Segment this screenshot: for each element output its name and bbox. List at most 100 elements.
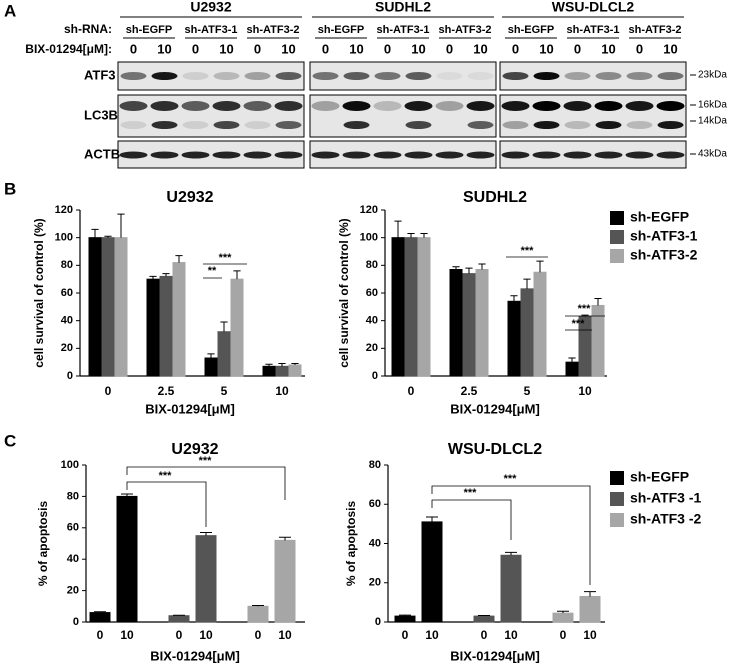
band bbox=[182, 72, 209, 80]
y-tick-label: 100 bbox=[61, 459, 79, 471]
legend-label: sh-EGFP bbox=[630, 469, 689, 485]
bar bbox=[195, 535, 217, 623]
error-bar bbox=[149, 275, 157, 280]
x-tick-label: 0 bbox=[176, 628, 183, 642]
band bbox=[212, 101, 241, 111]
bar bbox=[217, 331, 231, 377]
band bbox=[151, 121, 178, 129]
error-bar bbox=[220, 321, 228, 332]
shrna-name: sh-ATF3-1 bbox=[377, 24, 430, 36]
error-bar bbox=[399, 614, 411, 617]
bar bbox=[404, 237, 418, 377]
significance-label: *** bbox=[159, 470, 173, 482]
band bbox=[625, 151, 654, 159]
x-axis-label: BIX-01294[μM] bbox=[150, 648, 240, 663]
cell-line: WSU-DLCL2 bbox=[552, 0, 635, 15]
band bbox=[374, 72, 401, 80]
blot-frame bbox=[309, 140, 497, 169]
band bbox=[311, 101, 340, 111]
bar bbox=[421, 521, 443, 623]
legend-label: sh-ATF3 -1 bbox=[630, 490, 702, 506]
x-tick-label: 0 bbox=[481, 628, 488, 642]
band bbox=[435, 151, 464, 159]
marker-label: 23kDa bbox=[698, 70, 727, 81]
error-bar bbox=[420, 233, 428, 238]
x-tick-label: 10 bbox=[425, 628, 439, 642]
band bbox=[657, 72, 684, 80]
significance-line bbox=[431, 485, 591, 585]
dose: 0 bbox=[636, 41, 643, 56]
y-tick-label: 20 bbox=[366, 342, 378, 354]
bar bbox=[101, 237, 115, 377]
significance-label: *** bbox=[521, 245, 535, 257]
error-bar bbox=[104, 235, 112, 238]
bar bbox=[274, 539, 296, 623]
blot-frame bbox=[309, 61, 497, 91]
bar bbox=[247, 605, 269, 623]
band bbox=[312, 72, 339, 80]
panel-label: A bbox=[4, 1, 16, 20]
band bbox=[532, 151, 561, 159]
error-bar bbox=[557, 610, 569, 614]
error-bar bbox=[510, 295, 518, 302]
error-bar bbox=[233, 270, 241, 280]
y-tick-label: 120 bbox=[55, 204, 73, 216]
bar bbox=[114, 237, 128, 377]
y-tick-label: 0 bbox=[375, 616, 381, 628]
chart-title: WSU-DLCL2 bbox=[448, 441, 542, 458]
band bbox=[564, 121, 591, 129]
error-bar bbox=[584, 591, 596, 597]
dose: 0 bbox=[254, 41, 261, 56]
band bbox=[625, 101, 654, 111]
band bbox=[501, 101, 530, 111]
x-tick-label: 5 bbox=[524, 384, 531, 398]
blot-frame bbox=[309, 94, 497, 138]
error-bar bbox=[200, 532, 212, 536]
shrna-label: sh-RNA: bbox=[64, 22, 112, 36]
x-tick-label: 0 bbox=[255, 628, 262, 642]
error-bar bbox=[426, 516, 438, 522]
y-tick-label: 40 bbox=[369, 537, 381, 549]
chart-title: SUDHL2 bbox=[463, 189, 527, 206]
x-tick-label: 10 bbox=[199, 628, 213, 642]
error-bar bbox=[478, 615, 490, 617]
band bbox=[275, 72, 302, 80]
band bbox=[343, 72, 370, 80]
band bbox=[435, 101, 464, 111]
band bbox=[656, 101, 685, 111]
band bbox=[594, 101, 623, 111]
x-tick-label: 0 bbox=[105, 384, 112, 398]
dose: 10 bbox=[473, 41, 487, 56]
significance-label: *** bbox=[464, 487, 478, 499]
error-bar bbox=[394, 220, 402, 238]
dose: 0 bbox=[384, 41, 391, 56]
x-tick-label: 10 bbox=[583, 628, 597, 642]
y-tick-label: 0 bbox=[67, 370, 73, 382]
x-tick-label: 10 bbox=[275, 384, 289, 398]
shrna-name: sh-ATF3-1 bbox=[185, 24, 238, 36]
significance-label: *** bbox=[219, 252, 233, 264]
band bbox=[182, 121, 209, 129]
band bbox=[151, 72, 178, 80]
cell-line: U2932 bbox=[190, 0, 231, 15]
row-label: ATF3 bbox=[84, 67, 116, 82]
x-tick-label: 2.5 bbox=[158, 384, 175, 398]
band bbox=[213, 72, 240, 80]
bar bbox=[394, 615, 416, 623]
x-axis-label: BIX-01294[μM] bbox=[450, 648, 540, 663]
band bbox=[243, 101, 272, 111]
error-bar bbox=[117, 213, 125, 238]
band bbox=[533, 121, 560, 129]
band bbox=[274, 151, 303, 159]
x-tick-label: 0 bbox=[97, 628, 104, 642]
shrna-name: sh-ATF3-2 bbox=[439, 24, 492, 36]
y-tick-label: 60 bbox=[61, 287, 73, 299]
blot-frame bbox=[499, 94, 687, 138]
band bbox=[404, 151, 433, 159]
marker-label: 16kDa bbox=[698, 100, 727, 111]
legend-swatch bbox=[610, 211, 624, 225]
blot-frame bbox=[117, 94, 305, 138]
error-bar bbox=[505, 551, 517, 556]
error-bar bbox=[207, 353, 215, 359]
